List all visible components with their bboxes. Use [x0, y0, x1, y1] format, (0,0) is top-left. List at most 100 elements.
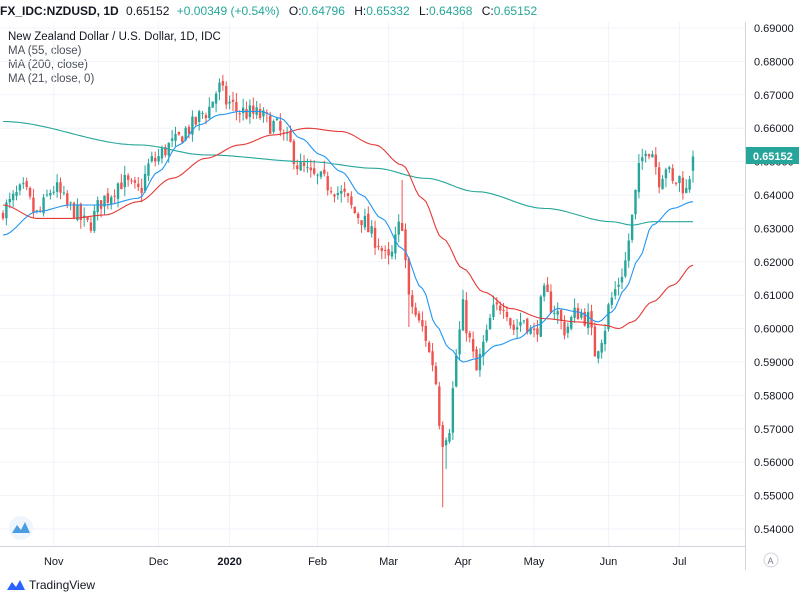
last-price: 0.65152 — [126, 4, 170, 18]
candle-body — [427, 342, 431, 352]
candle-body — [214, 93, 218, 104]
candle-body — [499, 305, 502, 311]
candle-body — [137, 183, 140, 187]
candle-body — [157, 156, 160, 162]
candle-body — [225, 85, 228, 105]
candle-body — [674, 182, 678, 184]
candle-body — [106, 193, 110, 203]
candle-body — [414, 307, 417, 315]
low-label: L: — [419, 4, 430, 18]
candle-body — [502, 310, 505, 312]
candle-body — [269, 115, 272, 134]
candle-body — [228, 101, 231, 104]
price-tick-label: 0.69000 — [754, 23, 794, 35]
candle-body — [495, 302, 499, 305]
candle-body — [512, 324, 515, 330]
ma21-line — [2, 110, 694, 363]
candle-body — [49, 192, 52, 196]
candle-body — [505, 311, 509, 318]
candle-body — [292, 141, 296, 165]
candle-body — [438, 386, 441, 426]
candle-body — [272, 120, 275, 132]
candle-body — [197, 111, 201, 123]
candle-body — [150, 156, 154, 162]
candle-body — [485, 329, 488, 341]
candle-body — [570, 317, 573, 329]
candle-body — [93, 210, 96, 231]
candle-body — [39, 210, 42, 212]
candle-body — [685, 188, 688, 193]
legend-ma55[interactable]: MA (55, close) — [8, 45, 82, 57]
candle-body — [431, 351, 434, 366]
candle-body — [316, 174, 319, 176]
candle-body — [245, 108, 248, 119]
candle-body — [451, 388, 455, 433]
candle-body — [289, 131, 292, 142]
candle-body — [299, 162, 302, 171]
time-axis: Nov Dec 2020 Feb Mar Apr May Jun Jul — [44, 556, 687, 568]
candle-body — [387, 249, 390, 256]
auto-scale-button[interactable]: A — [763, 552, 779, 568]
candle-body — [417, 313, 421, 321]
time-tick-label: Dec — [149, 556, 169, 568]
candle-body — [79, 203, 82, 221]
candle-body — [434, 366, 438, 385]
close-value: 0.65152 — [493, 4, 538, 18]
price-tick-label: 0.68000 — [754, 56, 794, 68]
chart-legend: New Zealand Dollar / U.S. Dollar, 1D, ID… — [8, 30, 221, 86]
candle-body — [340, 190, 343, 194]
candle-body — [377, 245, 380, 248]
candle-body — [529, 327, 532, 334]
candle-body — [536, 328, 539, 335]
candles — [1, 74, 695, 508]
candle-body — [55, 182, 59, 192]
grid-lines — [0, 22, 745, 546]
candle-body — [553, 312, 556, 314]
candle-body — [539, 296, 542, 337]
candle-body — [8, 198, 11, 203]
candle-body — [458, 329, 461, 355]
candle-body — [164, 147, 167, 156]
candle-body — [323, 169, 326, 174]
candle-body — [235, 101, 238, 112]
candle-body — [258, 108, 262, 118]
legend-ma21[interactable]: MA (21, close, 0) — [8, 73, 95, 85]
symbol-interval[interactable]: FX_IDC:NZDUSD, 1D — [0, 4, 119, 18]
candle-body — [336, 193, 340, 195]
candle-body — [18, 184, 22, 191]
tradingview-watermark-icon[interactable] — [9, 516, 33, 540]
candle-body — [397, 221, 400, 235]
svg-text:A: A — [768, 556, 774, 566]
candle-body — [610, 297, 614, 305]
candle-body — [471, 339, 475, 352]
candle-body — [509, 318, 512, 326]
candle-body — [201, 113, 204, 115]
candle-body — [400, 222, 404, 231]
tradingview-logo[interactable]: TradingView — [6, 578, 95, 592]
candle-body — [404, 229, 407, 261]
price-tick-label: 0.61000 — [754, 290, 794, 302]
candle-body — [96, 200, 99, 213]
candle-body — [116, 183, 120, 199]
candle-body — [370, 226, 373, 234]
open-label: O: — [288, 4, 302, 18]
candle-body — [651, 154, 654, 158]
candle-body — [238, 113, 241, 115]
candle-body — [363, 215, 367, 228]
candle-body — [194, 116, 197, 125]
price-tick-label: 0.67000 — [754, 90, 794, 102]
symbol-header: FX_IDC:NZDUSD, 1D 0.65152 +0.00349 (+0.5… — [0, 0, 745, 22]
tradingview-logo-icon — [7, 580, 25, 590]
price-tick-label: 0.62000 — [754, 257, 794, 269]
candle-body — [76, 204, 79, 220]
legend-ma200[interactable]: MA (200, close) — [8, 59, 88, 71]
candle-body — [360, 220, 363, 225]
candle-body — [333, 194, 336, 197]
candle-body — [35, 210, 39, 212]
candle-body — [191, 116, 194, 135]
candle-body — [515, 327, 519, 330]
candle-body — [241, 107, 245, 114]
candle-body — [231, 99, 235, 102]
candle-body — [641, 157, 644, 162]
